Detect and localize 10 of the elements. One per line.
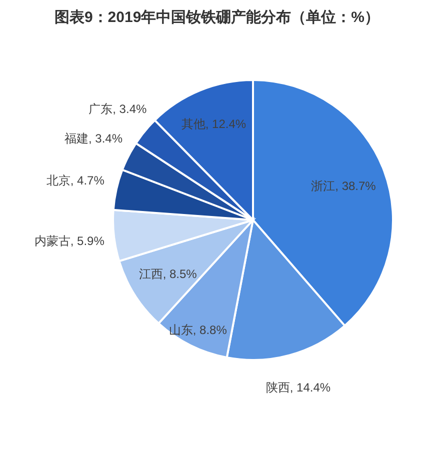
slice-label: 浙江, 38.7% bbox=[311, 179, 376, 194]
slice-label: 福建, 3.4% bbox=[64, 131, 123, 146]
slice-label: 广东, 3.4% bbox=[88, 102, 147, 116]
slice-label: 其他, 12.4% bbox=[181, 117, 246, 132]
slice-label: 北京, 4.7% bbox=[46, 173, 105, 188]
slice-label: 江西, 8.5% bbox=[138, 266, 198, 281]
chart-title: 图表9：2019年中国钕铁硼产能分布（单位：%） bbox=[54, 9, 380, 26]
slice-label: 内蒙古, 5.9% bbox=[34, 234, 105, 248]
slice-label: 山东, 8.8% bbox=[168, 323, 228, 338]
slice-label: 陕西, 14.4% bbox=[266, 380, 331, 395]
